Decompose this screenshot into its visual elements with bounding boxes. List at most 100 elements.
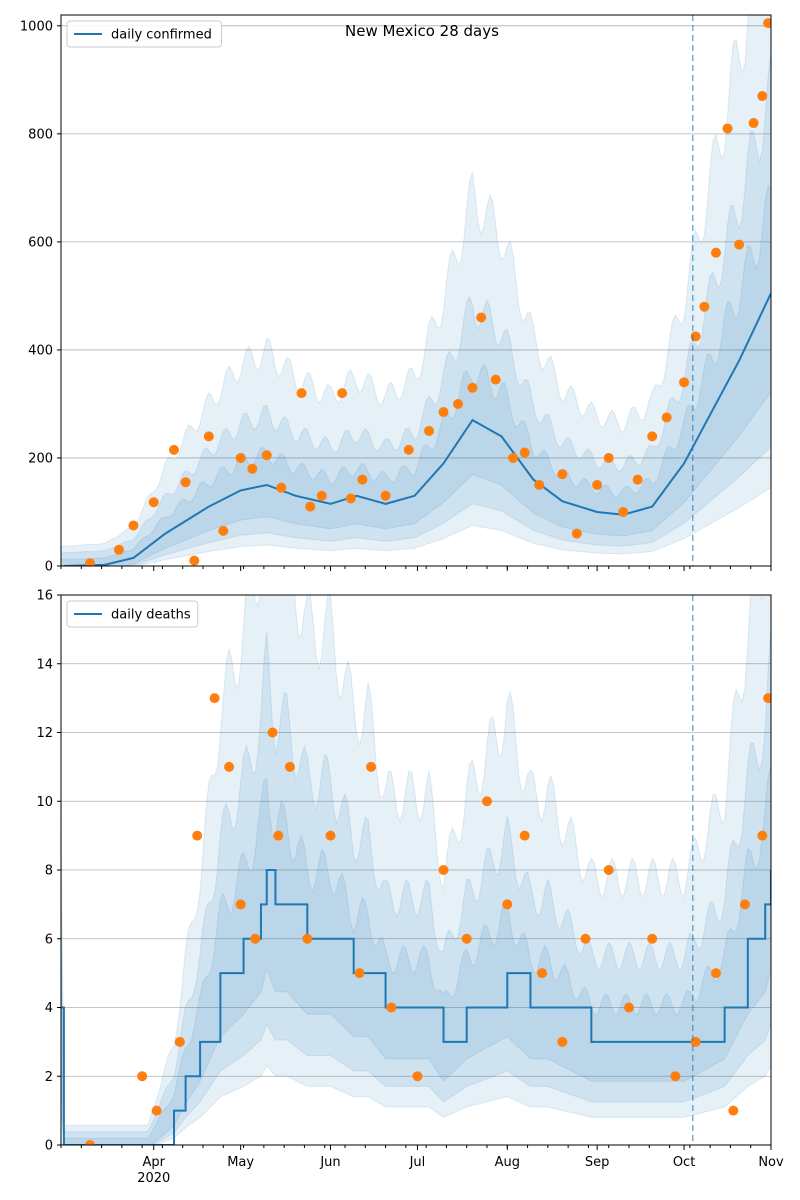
- y-tick-label: 12: [36, 726, 53, 741]
- data-point: [424, 425, 435, 436]
- data-point: [603, 452, 614, 463]
- data-point: [757, 830, 768, 841]
- data-point: [763, 18, 771, 29]
- plot-area: [61, 595, 771, 1145]
- x-tick-label: Jul: [409, 1155, 426, 1170]
- uncertainty-band: [61, 183, 771, 566]
- y-tick-label: 400: [28, 343, 53, 358]
- uncertainty-band: [61, 51, 771, 566]
- axes-frame: [60, 14, 772, 567]
- data-point: [403, 444, 414, 455]
- y-tick-label: 4: [45, 1001, 53, 1016]
- chart-panel-1: 0 200 400 600 800 1000 New Mexico 28 days daily…: [20, 14, 772, 575]
- data-point: [734, 239, 745, 250]
- data-point: [224, 761, 235, 772]
- data-point: [337, 388, 348, 399]
- data-point: [679, 377, 690, 388]
- data-point: [302, 933, 313, 944]
- uncertainty-band: [61, 765, 771, 1145]
- x-tick-year-label: 2020: [137, 1171, 170, 1186]
- data-point: [209, 693, 220, 704]
- data-point: [661, 412, 672, 423]
- data-point: [192, 830, 203, 841]
- data-point: [84, 1140, 95, 1145]
- data-point: [296, 388, 307, 399]
- data-point: [113, 544, 124, 555]
- data-point: [467, 382, 478, 393]
- data-point: [316, 490, 327, 501]
- data-point: [618, 506, 629, 517]
- chart-title: New Mexico 28 days: [345, 22, 499, 40]
- data-point: [357, 474, 368, 485]
- data-point: [748, 118, 759, 129]
- data-point: [366, 761, 377, 772]
- data-point: [84, 558, 95, 566]
- data-point: [537, 968, 548, 979]
- data-point: [235, 899, 246, 910]
- legend: daily deaths: [66, 600, 199, 628]
- series-line: [63, 292, 771, 566]
- data-point: [354, 968, 365, 979]
- x-tick-label: Oct: [673, 1155, 695, 1170]
- data-point: [519, 447, 530, 458]
- data-point: [305, 501, 316, 512]
- data-point: [739, 899, 750, 910]
- data-point: [261, 450, 272, 461]
- legend: daily confirmed: [66, 20, 222, 48]
- data-point: [534, 479, 545, 490]
- data-point: [699, 301, 710, 312]
- x-tick-label: May: [227, 1155, 254, 1170]
- data-point: [438, 865, 449, 875]
- data-point: [218, 525, 229, 536]
- data-point: [453, 398, 464, 409]
- data-point: [632, 474, 643, 485]
- data-point: [284, 761, 295, 772]
- data-point: [345, 493, 356, 504]
- y-tick-label: 2: [45, 1070, 53, 1085]
- series-line: [61, 869, 771, 1145]
- data-point: [757, 91, 768, 102]
- data-point: [571, 528, 582, 539]
- x-tick-label: Nov: [758, 1155, 784, 1170]
- data-point: [557, 469, 568, 480]
- data-point: [763, 693, 771, 704]
- data-point: [276, 482, 287, 493]
- data-point: [386, 1002, 397, 1013]
- data-point: [189, 555, 200, 566]
- y-tick-label: 0: [45, 560, 53, 575]
- data-point: [624, 1002, 634, 1013]
- data-point: [670, 1071, 681, 1082]
- x-tick-label: Jun: [319, 1155, 340, 1170]
- legend-label: daily confirmed: [111, 28, 212, 43]
- legend-label: daily deaths: [111, 608, 191, 623]
- data-point: [603, 865, 614, 875]
- data-point: [647, 933, 658, 944]
- y-tick-label: 200: [28, 451, 53, 466]
- y-tick-label: 800: [28, 127, 53, 142]
- plot-area: [61, 15, 771, 566]
- data-point: [482, 796, 492, 807]
- data-point: [490, 374, 501, 385]
- legend-box: [66, 600, 199, 628]
- data-point: [151, 1105, 162, 1116]
- x-tick-label: Aug: [495, 1155, 520, 1170]
- data-point: [502, 899, 513, 910]
- data-point: [148, 497, 159, 508]
- data-point: [476, 312, 487, 323]
- data-point: [592, 479, 603, 490]
- data-point: [519, 830, 530, 841]
- data-point: [250, 933, 261, 944]
- data-point: [380, 490, 391, 501]
- data-point: [580, 933, 591, 944]
- data-point: [710, 247, 721, 258]
- data-point: [647, 431, 658, 442]
- data-point: [267, 727, 278, 738]
- y-tick-label: 6: [45, 932, 53, 947]
- y-tick-label: 0: [45, 1139, 53, 1154]
- x-tick-label: Sep: [585, 1155, 610, 1170]
- y-tick-label: 8: [45, 864, 53, 879]
- data-point: [710, 968, 721, 979]
- data-point: [174, 1036, 185, 1047]
